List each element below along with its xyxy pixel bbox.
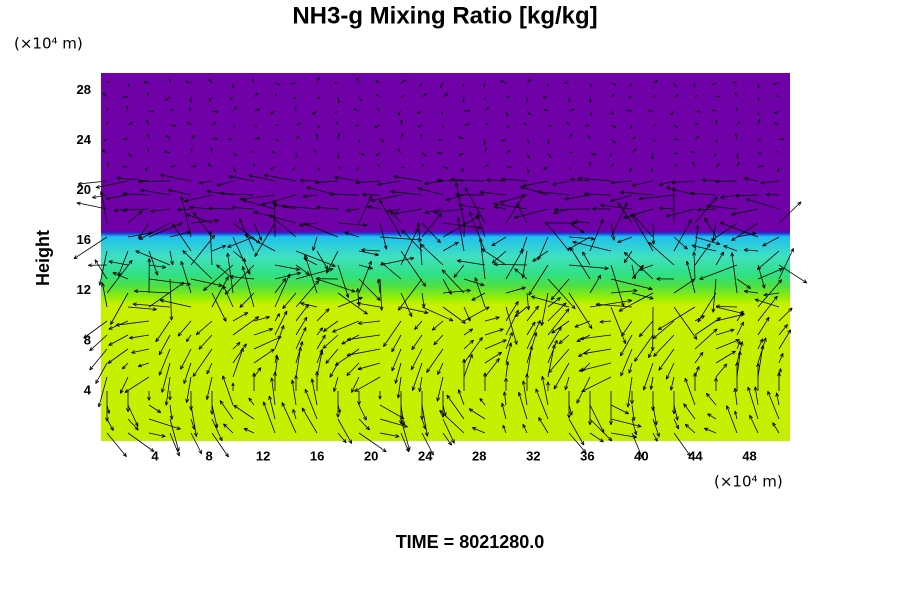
wind-vector-head — [107, 108, 108, 109]
chart-title: NH3-g Mixing Ratio [kg/kg] — [292, 2, 597, 29]
y-tick-label: 16 — [77, 232, 91, 247]
wind-vector-head — [443, 127, 444, 128]
x-tick-label: 48 — [742, 448, 756, 463]
x-tick-label: 28 — [472, 448, 486, 463]
x-unit: (×10⁴ m) — [714, 473, 783, 491]
wind-vector-head — [277, 125, 278, 126]
x-tick-label: 8 — [205, 448, 212, 463]
x-tick-label: 20 — [364, 448, 378, 463]
x-tick-label: 36 — [580, 448, 594, 463]
wind-vector-head — [655, 125, 656, 126]
x-tick-label: 4 — [151, 448, 159, 463]
y-axis-label: Height — [33, 230, 53, 286]
x-tick-label: 40 — [634, 448, 648, 463]
wind-vector — [715, 181, 737, 182]
y-tick-label: 20 — [77, 182, 91, 197]
x-tick-label: 12 — [256, 448, 270, 463]
x-tick-label: 16 — [310, 448, 324, 463]
y-tick-label: 12 — [77, 282, 91, 297]
wind-vector-head — [547, 85, 548, 86]
wind-vector-head — [485, 99, 486, 100]
y-tick-label: 8 — [84, 332, 91, 347]
y-tick-label: 24 — [77, 132, 92, 147]
y-tick-label: 4 — [84, 382, 92, 397]
x-tick-label: 24 — [418, 448, 433, 463]
y-tick-label: 28 — [77, 82, 91, 97]
time-label: TIME = 8021280.0 — [396, 532, 545, 552]
x-tick-label: 32 — [526, 448, 540, 463]
wind-vector — [766, 194, 779, 195]
mixing-ratio-field — [101, 73, 790, 441]
x-tick-label: 44 — [688, 448, 703, 463]
wind-vector-head — [610, 155, 611, 156]
wind-vector-head — [508, 97, 509, 98]
y-unit: (×10⁴ m) — [14, 35, 83, 53]
